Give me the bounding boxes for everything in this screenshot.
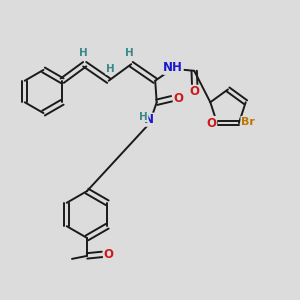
Text: O: O <box>173 92 183 105</box>
Text: N: N <box>144 113 154 126</box>
Text: O: O <box>190 85 200 98</box>
Text: H: H <box>106 64 115 74</box>
Text: H: H <box>139 112 148 122</box>
Text: H: H <box>79 48 88 58</box>
Text: Br: Br <box>241 116 255 127</box>
Text: NH: NH <box>163 61 183 74</box>
Text: H: H <box>125 48 134 58</box>
Text: O: O <box>207 116 217 130</box>
Text: O: O <box>103 248 114 261</box>
